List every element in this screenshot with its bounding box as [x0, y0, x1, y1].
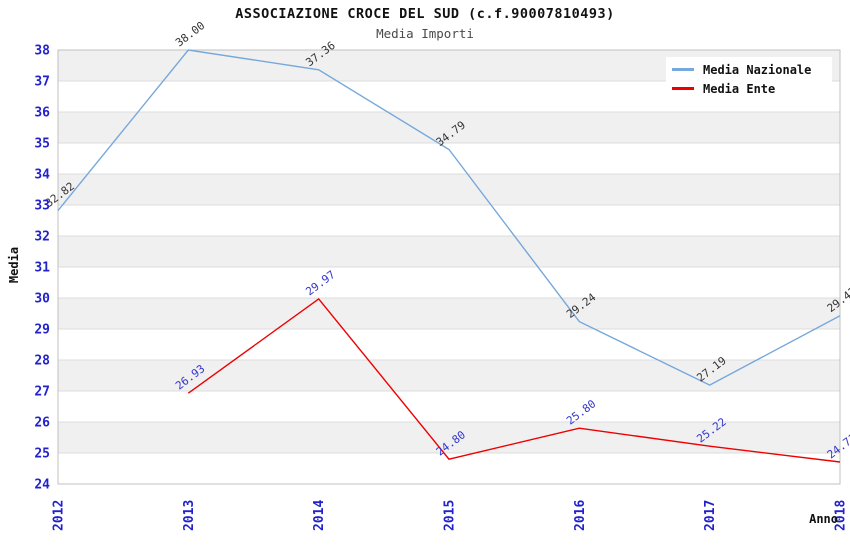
grid-band: [57, 297, 841, 330]
x-axis-title: Anno: [809, 512, 838, 526]
y-tick-label: 37: [34, 75, 50, 90]
y-tick-label: 34: [34, 168, 50, 183]
chart-subtitle: Media Importi: [376, 26, 474, 41]
series-line-media-nazionale: [57, 49, 841, 386]
legend-line-sample-nazionale: [672, 68, 694, 71]
x-tick-label: 2015: [443, 500, 458, 531]
x-tick-label: 2016: [573, 500, 588, 531]
y-tick-label: 30: [34, 292, 50, 307]
x-tick-label: 2017: [703, 500, 718, 531]
x-tick-label: 2014: [312, 500, 327, 531]
point-label: 29.97: [303, 268, 337, 298]
y-tick-label: 26: [34, 416, 50, 431]
y-tick-label: 36: [34, 106, 50, 121]
legend-label: Media Nazionale: [703, 62, 812, 77]
y-tick-label: 29: [34, 323, 50, 338]
y-tick-label: 27: [34, 385, 50, 400]
legend-line-sample-ente: [672, 87, 694, 90]
y-tick-label: 32: [34, 230, 50, 245]
y-tick-label: 35: [34, 137, 50, 152]
legend-item-media-nazionale: Media Nazionale: [672, 60, 828, 79]
series-line-media-ente: [187, 297, 841, 463]
grid-band: [57, 235, 841, 268]
y-axis-title: Media: [7, 246, 21, 284]
grid-band: [57, 421, 841, 454]
y-tick-label: 28: [34, 354, 50, 369]
y-tick-label: 24: [34, 478, 50, 493]
legend-item-media-ente: Media Ente: [672, 79, 828, 98]
x-tick-label: 2013: [182, 500, 197, 531]
legend: Media Nazionale Media Ente: [666, 57, 832, 100]
plot-border: [57, 49, 841, 485]
x-tick-label: 2012: [52, 500, 67, 531]
y-tick-label: 25: [34, 447, 50, 462]
x-tick-label: 2018: [834, 500, 849, 531]
y-tick-label: 33: [34, 199, 50, 214]
chart-title: ASSOCIAZIONE CROCE DEL SUD (c.f.90007810…: [235, 6, 615, 22]
y-tick-label: 31: [34, 261, 50, 276]
y-tick-label: 38: [34, 44, 50, 59]
grid-band: [57, 173, 841, 206]
legend-label: Media Ente: [703, 81, 776, 96]
